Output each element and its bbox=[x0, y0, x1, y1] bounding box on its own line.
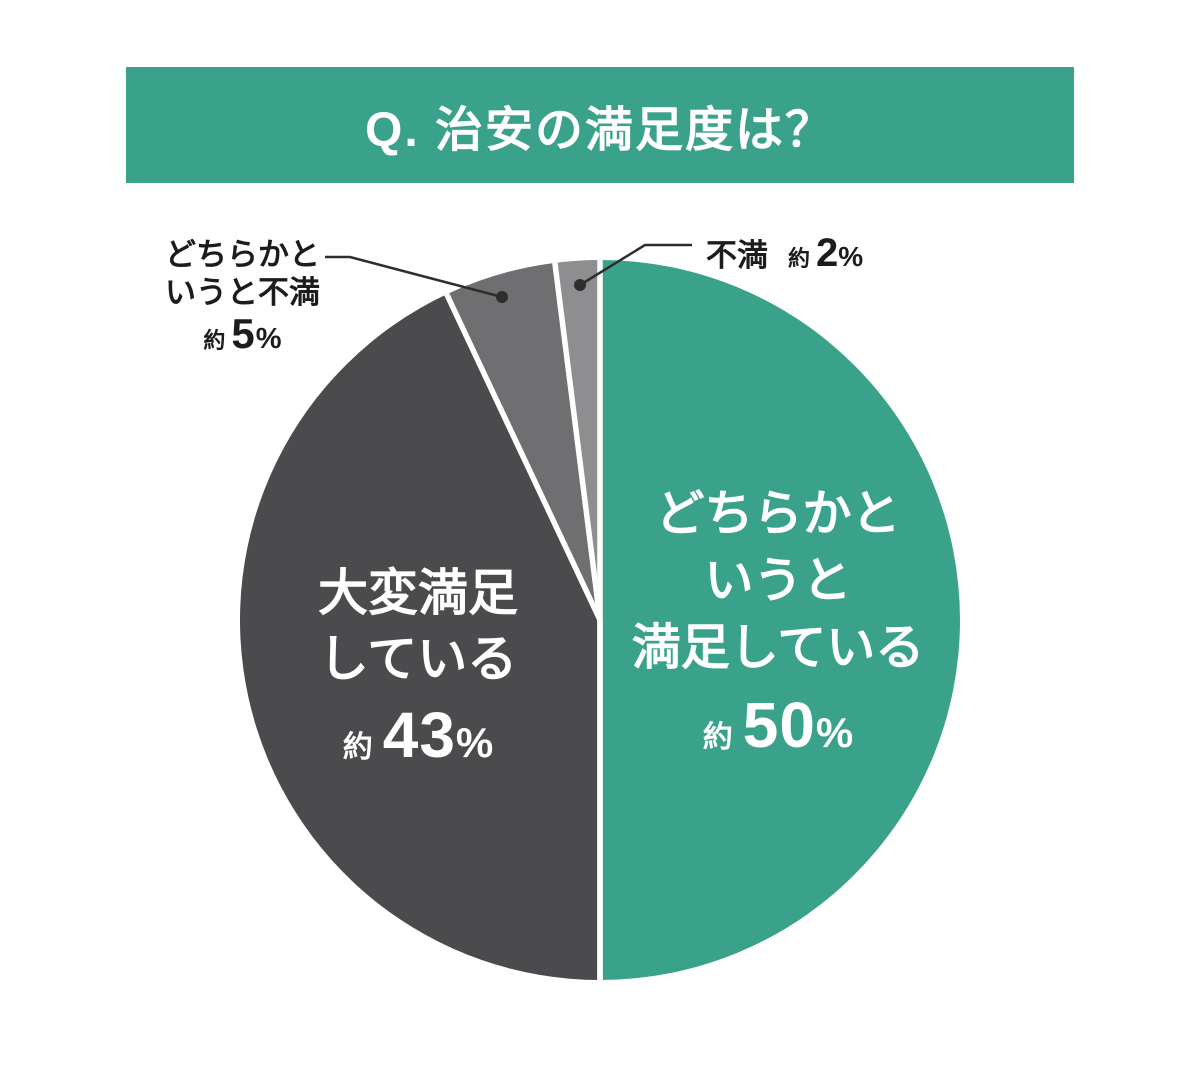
slice-separator bbox=[552, 262, 603, 621]
leader-somewhat-dissatisfied-line bbox=[325, 255, 503, 299]
leader-dissatisfied-dot bbox=[574, 279, 586, 291]
slice-separator bbox=[444, 293, 603, 622]
leader-dissatisfied-line bbox=[579, 243, 692, 287]
question-title: Q. 治安の満足度は？ bbox=[364, 104, 835, 157]
pie-slice-very-satisfied bbox=[240, 294, 600, 980]
pie-slice-somewhat-satisfied bbox=[600, 260, 960, 980]
pie-slice-somewhat-dissatisfied bbox=[446, 262, 600, 620]
leader-somewhat-dissatisfied-dot bbox=[496, 291, 508, 303]
question-banner: Q. 治安の満足度は？ bbox=[126, 67, 1074, 183]
